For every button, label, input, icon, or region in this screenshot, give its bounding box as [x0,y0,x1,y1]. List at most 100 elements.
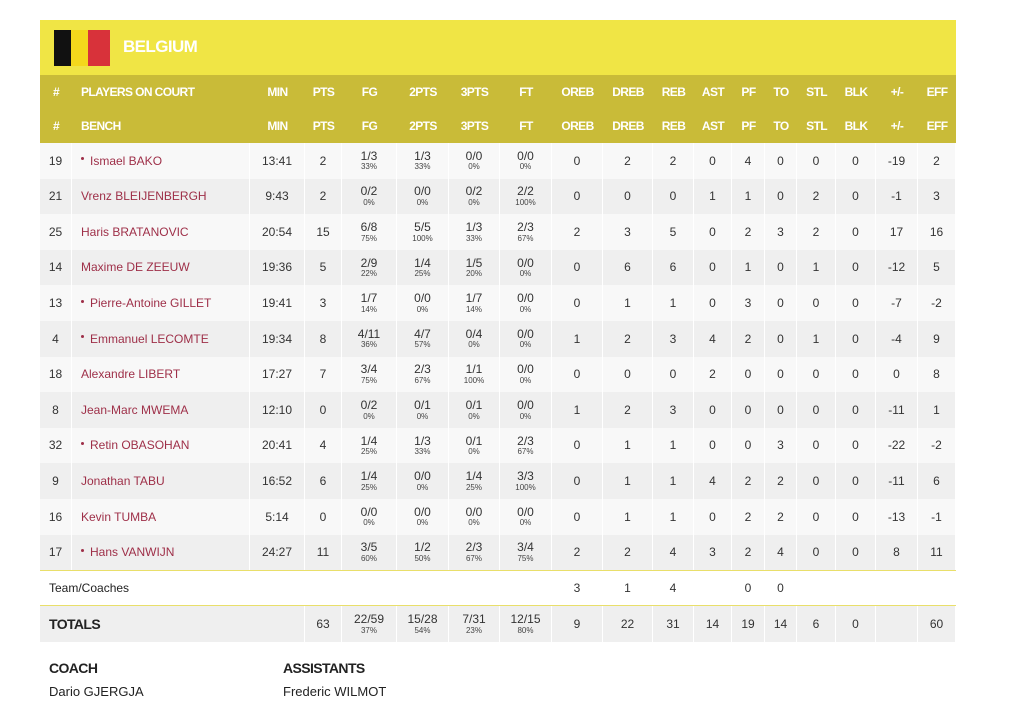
stat-cell: 1 [552,392,603,428]
stat-cell: 0 [732,392,765,428]
stat-cell: 1/4 25% [397,249,449,286]
player-name[interactable]: Ismael BAKO [90,153,163,168]
shot-made-attempted: 0/0 [414,469,431,484]
header-cell: TO [773,84,789,99]
shot-made-attempted: 0/1 [414,397,431,412]
header-cell: 3PTS [460,118,489,133]
stat-cell: 2/2 100% [500,178,552,215]
stat-cell: 0 [603,356,653,393]
stat-cell: -12 [876,249,918,286]
stat-cell: 0 [797,534,836,571]
player-cell: Vrenz BLEIJENBERGH [72,178,250,215]
shot-percentage: 60% [360,553,377,563]
header-cell: MIN [267,84,288,99]
stat-cell: 2 [603,321,653,357]
player-name[interactable]: Kevin TUMBA [81,509,157,524]
stat-cell: 0 [797,427,836,464]
stat-cell: 2 [732,321,765,357]
stat-cell: 1 [694,178,732,215]
stat-cell: 1/3 33% [449,214,500,250]
stat-cell: 0 [836,463,876,499]
header-cell: # [52,84,60,99]
shot-percentage: 25% [414,269,431,279]
shot-percentage: 23% [465,625,482,635]
player-name[interactable]: Maxime DE ZEEUW [81,260,190,275]
shot-percentage: 0% [416,518,429,528]
stat-cell: 17 [40,534,72,571]
shot-made-attempted: 1/4 [465,469,483,484]
header-cell: FG [361,84,378,99]
stat-cell: 0 [836,178,876,215]
stat-cell: 0 [305,392,342,428]
header-cell: DREB [612,84,644,99]
stat-cell: 3 [653,392,694,428]
shot-made-attempted: 1/1 [465,362,483,377]
stat-cell: 0 [797,285,836,321]
team-cell [694,571,732,606]
stat-cell: 4/7 57% [397,321,449,357]
stat-cell: -1 [876,178,918,215]
player-name[interactable]: Emmanuel LECOMTE [90,331,209,346]
stat-cell: 2 [918,143,956,179]
stat-cell: 2/3 67% [500,214,552,250]
total-cell: 19 [732,606,765,643]
stat-cell: 0/2 0% [449,178,500,215]
player-cell: Pierre-Antoine GILLET [72,285,250,321]
shot-made-attempted: 4/7 [414,326,431,341]
stat-cell: 3 [653,321,694,357]
team-cell [397,571,449,606]
stat-cell: 5:14 [250,499,305,535]
player-name[interactable]: Vrenz BLEIJENBERGH [81,189,207,204]
stat-cell: 19:34 [250,321,305,357]
stat-cell: 18 [40,356,72,393]
stat-cell: 0/0 0% [500,392,552,428]
team-cell [797,571,836,606]
shot-percentage: 75% [517,553,534,563]
starter-dot [81,335,84,339]
stat-cell: 0 [552,143,603,179]
shot-percentage: 14% [465,304,482,314]
stat-cell: 32 [40,427,72,464]
player-name[interactable]: Hans VANWIJN [90,545,175,560]
totals-label: TOTALS [49,616,101,633]
stat-cell: -2 [918,427,956,464]
total-cell: 15/28 54% [397,606,449,643]
stat-cell: 2 [653,143,694,179]
shot-made-attempted: 2/3 [517,219,534,234]
player-name[interactable]: Haris BRATANOVIC [81,224,189,239]
stat-cell: 20:41 [250,427,305,464]
stat-cell: 0 [797,143,836,179]
header-cell: REB [661,84,686,99]
stat-cell: 1/3 33% [397,143,449,179]
shot-percentage: 67% [517,447,534,457]
shot-made-attempted: 2/9 [360,255,378,270]
stat-cell: 1 [603,285,653,321]
stat-cell: 2 [732,534,765,571]
header-cell: TO [773,118,789,133]
coach-label-text: COACH [49,660,98,676]
header-cell: BENCH [81,118,121,133]
player-name[interactable]: Jonathan TABU [81,473,165,488]
player-name[interactable]: Jean-Marc MWEMA [81,402,189,417]
team-label: Team/Coaches [49,581,130,596]
shot-percentage: 0% [519,518,532,528]
shot-made-attempted: 0/2 [465,184,483,199]
stat-cell: 0 [694,427,732,464]
stat-cell: 1 [797,321,836,357]
total-cell: 0 [836,606,876,643]
shot-percentage: 67% [414,375,431,385]
player-name[interactable]: Pierre-Antoine GILLET [90,295,212,310]
player-name[interactable]: Alexandre LIBERT [81,367,181,382]
shot-made-attempted: 0/0 [465,148,483,163]
stat-cell: 0 [694,249,732,286]
stat-cell: 0 [765,285,797,321]
player-name[interactable]: Retin OBASOHAN [90,438,190,453]
shot-made-attempted: 0/0 [517,326,534,341]
total-cell: 22 [603,606,653,643]
shot-made-attempted: 1/3 [360,148,378,163]
stat-cell: 0 [836,534,876,571]
shot-made-attempted: 0/0 [517,362,534,377]
stat-cell: 2 [305,178,342,215]
stat-cell: 0 [694,143,732,179]
flag-black [54,30,71,66]
